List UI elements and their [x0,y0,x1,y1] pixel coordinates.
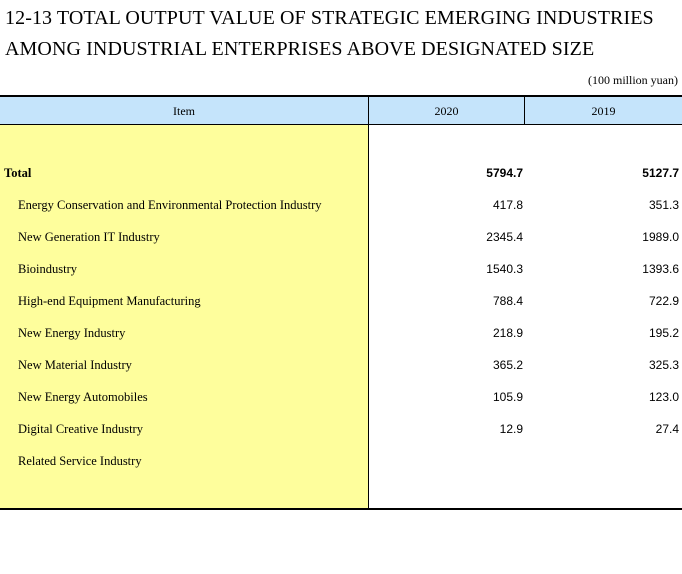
table-row: High-end Equipment Manufacturing 788.4 7… [0,291,682,311]
row-label: Bioindustry [18,262,78,276]
row-label: New Energy Automobiles [18,390,148,404]
row-label: Energy Conservation and Environmental Pr… [18,198,322,212]
value-2019: 351.3 [648,198,679,212]
value-2020: 2345.4 [486,230,523,244]
table-row: New Energy Industry 218.9 195.2 [0,323,682,343]
unit-note: (100 million yuan) [588,73,678,87]
row-label: New Material Industry [18,358,132,372]
table-row-total: Total 5794.7 5127.7 [0,163,682,183]
value-2019: 325.3 [648,358,679,372]
table-bottom-rule [0,508,682,510]
row-label: High-end Equipment Manufacturing [18,294,201,308]
value-2020: 417.8 [492,198,523,212]
table-row: Energy Conservation and Environmental Pr… [0,195,682,215]
table-row: New Material Industry 365.2 325.3 [0,355,682,375]
value-2019: 722.9 [648,294,679,308]
row-label: New Energy Industry [18,326,126,340]
data-table: Item 2020 2019 Total 5794.7 5127.7 Energ… [0,95,682,510]
table-header: Item 2020 2019 [0,95,682,125]
table-row: New Generation IT Industry 2345.4 1989.0 [0,227,682,247]
value-2019: 195.2 [648,326,679,340]
page-title-line-2: AMONG INDUSTRIAL ENTERPRISES ABOVE DESIG… [5,38,595,60]
value-2020: 12.9 [499,422,523,436]
row-label: Total [4,166,32,180]
item-column-background [0,125,369,509]
value-2020: 365.2 [492,358,523,372]
column-header-2019: 2019 [591,104,616,118]
value-2020: 105.9 [492,390,523,404]
table-row: Bioindustry 1540.3 1393.6 [0,259,682,279]
table-row: New Energy Automobiles 105.9 123.0 [0,387,682,407]
value-2020: 218.9 [492,326,523,340]
column-header-2020: 2020 [369,97,525,124]
table-row: Digital Creative Industry 12.9 27.4 [0,419,682,439]
value-2020: 788.4 [492,294,523,308]
value-2020: 5794.7 [486,166,523,180]
row-label: Digital Creative Industry [18,422,143,436]
value-2019: 123.0 [648,390,679,404]
row-label: Related Service Industry [18,454,142,468]
table-row: Related Service Industry [0,451,682,471]
value-2019: 1989.0 [642,230,679,244]
value-2019: 1393.6 [642,262,679,276]
page-title-line-1: 12-13 TOTAL OUTPUT VALUE OF STRATEGIC EM… [5,7,654,29]
value-2019: 5127.7 [642,166,679,180]
row-label: New Generation IT Industry [18,230,160,244]
column-header-item: Item [0,97,369,124]
value-2020: 1540.3 [486,262,523,276]
value-2019: 27.4 [655,422,679,436]
